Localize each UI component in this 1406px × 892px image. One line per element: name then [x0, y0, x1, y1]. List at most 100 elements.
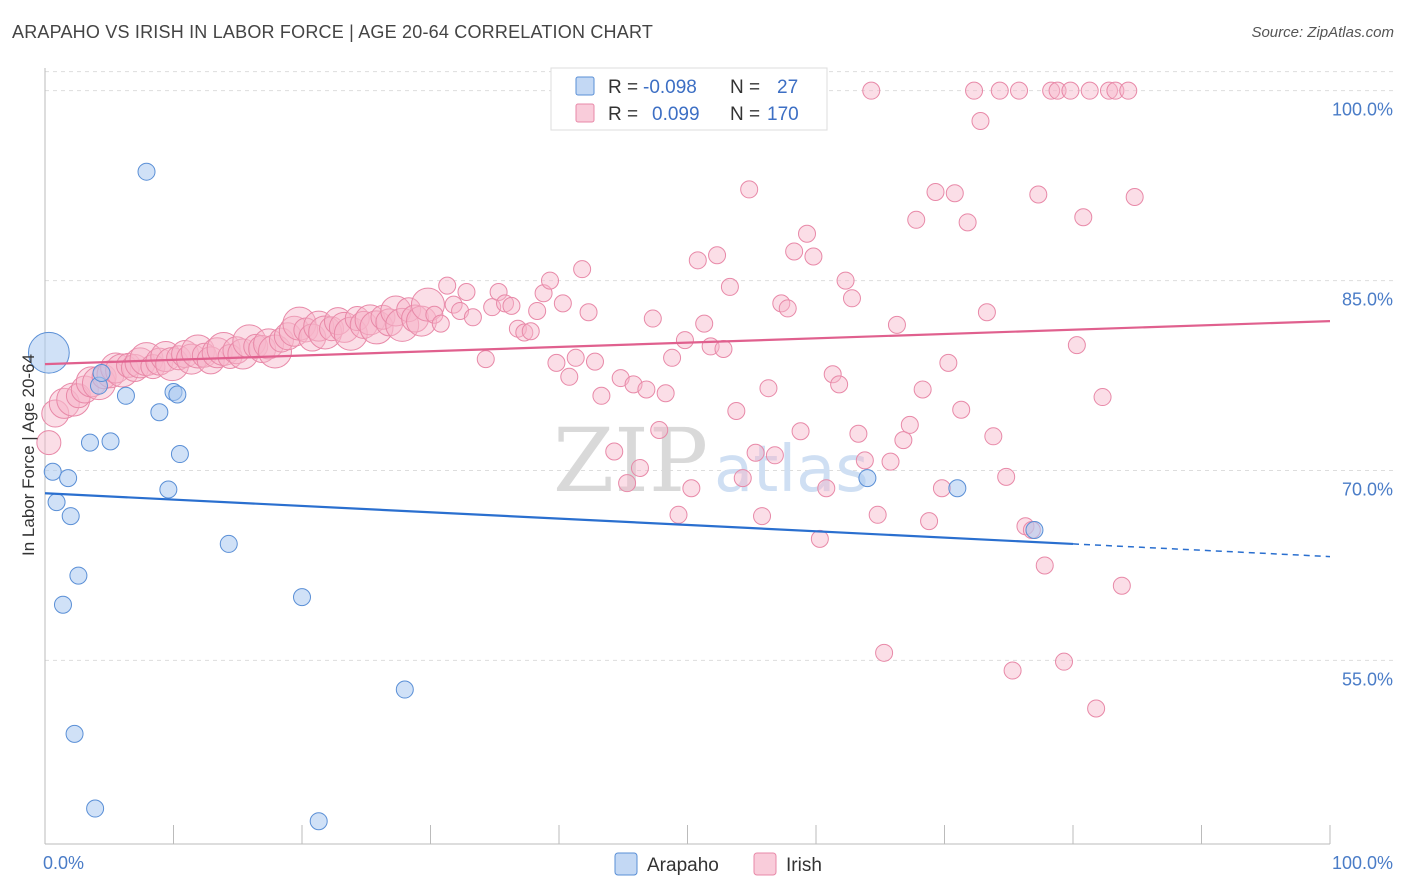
arapaho-point	[80, 433, 99, 452]
y-axis-label: In Labor Force | Age 20-64	[19, 354, 38, 556]
x-tick-label-max: 100.0%	[1332, 853, 1393, 873]
irish-point	[823, 365, 842, 384]
irish-point	[1061, 81, 1080, 100]
irish-point	[150, 341, 182, 373]
irish-point	[913, 380, 932, 399]
irish-point	[810, 529, 829, 548]
irish-point	[926, 182, 945, 201]
arapaho-point	[309, 812, 328, 831]
watermark-atlas: atlas	[714, 433, 869, 507]
irish-point	[765, 446, 784, 465]
irish-point	[328, 311, 360, 343]
irish-point	[637, 380, 656, 399]
arapaho-point	[53, 595, 72, 614]
irish-point	[804, 247, 823, 266]
irish-point	[720, 277, 739, 296]
irish-point	[1119, 81, 1138, 100]
irish-point	[36, 430, 62, 456]
irish-point	[258, 334, 293, 369]
irish-point	[785, 242, 804, 261]
irish-point	[425, 305, 444, 324]
irish-point	[630, 458, 649, 477]
irish-point	[695, 314, 714, 333]
irish-point	[997, 467, 1016, 486]
irish-point	[1042, 81, 1061, 100]
irish-point	[798, 224, 817, 243]
irish-trend-line	[44, 319, 1331, 366]
legend-bottom-label-irish: Irish	[786, 855, 822, 876]
legend-n-label: N =	[730, 104, 760, 125]
irish-point	[1125, 188, 1144, 207]
arapaho-point	[168, 385, 187, 404]
irish-point	[894, 431, 913, 450]
arapaho-point	[395, 680, 414, 699]
irish-point	[370, 304, 396, 330]
legend-bottom-swatch-irish	[753, 852, 777, 876]
irish-point	[1029, 185, 1048, 204]
irish-point	[592, 386, 611, 405]
irish-point	[669, 505, 688, 524]
irish-point	[444, 295, 463, 314]
irish-point	[410, 287, 445, 322]
irish-point	[1074, 208, 1093, 227]
irish-point	[945, 184, 964, 203]
arapaho-point	[43, 462, 62, 481]
irish-point	[887, 315, 906, 334]
irish-point	[528, 301, 547, 320]
legend-r-label: R =	[608, 77, 638, 98]
irish-point	[952, 400, 971, 419]
arapaho-point	[159, 480, 178, 499]
irish-point	[1099, 81, 1118, 100]
irish-point	[502, 296, 521, 315]
irish-point	[1048, 81, 1067, 100]
irish-point	[753, 507, 772, 526]
irish-point	[656, 384, 675, 403]
irish-point	[708, 246, 727, 265]
irish-point	[618, 474, 637, 493]
irish-point	[253, 328, 285, 360]
legend-n-value-irish: 170	[767, 104, 799, 125]
legend-n-value-arapaho: 27	[777, 77, 798, 98]
irish-point	[791, 422, 810, 441]
irish-point	[868, 505, 887, 524]
irish-point	[1087, 699, 1106, 718]
axes-layer	[44, 68, 1331, 845]
irish-point	[1106, 81, 1125, 100]
irish-point	[746, 443, 765, 462]
irish-point	[605, 442, 624, 461]
irish-point	[396, 297, 422, 323]
irish-point	[990, 81, 1009, 100]
irish-point	[560, 367, 579, 386]
irish-point	[875, 643, 894, 662]
irish-point	[65, 383, 91, 409]
x-tick-label-min: 0.0%	[43, 853, 84, 873]
irish-point	[303, 310, 335, 342]
arapaho-trend-extension	[1072, 543, 1331, 558]
irish-point	[920, 512, 939, 531]
irish-point	[855, 451, 874, 470]
irish-point	[907, 210, 926, 229]
arapaho-point	[86, 799, 105, 818]
irish-point	[566, 348, 585, 367]
arapaho-point	[69, 566, 88, 585]
chart-source: Source: ZipAtlas.com	[1251, 24, 1394, 41]
irish-point	[541, 271, 560, 290]
irish-point	[958, 213, 977, 232]
labels-layer: 55.0% 70.0% 85.0% 100.0% 0.0% 100.0% In Labor …	[19, 100, 1393, 873]
arapaho-point	[101, 432, 120, 451]
irish-point	[41, 399, 70, 428]
irish-point	[778, 299, 797, 318]
irish-point	[932, 479, 951, 498]
arapaho-trend-line	[44, 492, 1074, 546]
irish-point	[830, 375, 849, 394]
legend-n-label: N =	[730, 77, 760, 98]
irish-point	[333, 316, 368, 351]
irish-point	[1093, 388, 1112, 407]
legend-bottom-swatch-arapaho	[614, 852, 638, 876]
irish-point	[196, 346, 225, 375]
irish-point	[573, 260, 592, 279]
irish-point	[457, 282, 476, 301]
legend-r-label: R =	[608, 104, 638, 125]
arapaho-point	[59, 469, 78, 488]
